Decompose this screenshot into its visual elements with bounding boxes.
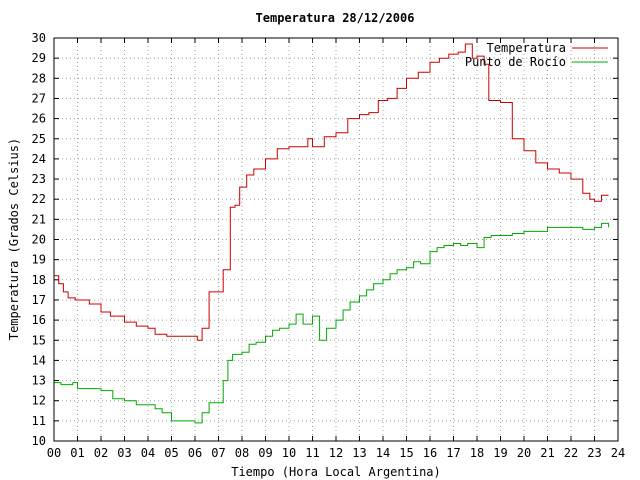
y-tick-label: 30 xyxy=(32,31,46,45)
y-tick-label: 20 xyxy=(32,233,46,247)
x-tick-label: 03 xyxy=(117,446,131,460)
x-tick-label: 04 xyxy=(141,446,155,460)
y-tick-label: 29 xyxy=(32,51,46,65)
y-tick-label: 19 xyxy=(32,253,46,267)
x-tick-label: 19 xyxy=(493,446,507,460)
y-tick-label: 11 xyxy=(32,414,46,428)
y-tick-label: 13 xyxy=(32,374,46,388)
y-tick-label: 17 xyxy=(32,293,46,307)
series-line-0 xyxy=(54,43,609,341)
x-tick-label: 09 xyxy=(258,446,272,460)
y-tick-label: 22 xyxy=(32,192,46,206)
x-tick-label: 12 xyxy=(329,446,343,460)
series-lines xyxy=(54,43,610,424)
x-tick-label: 02 xyxy=(94,446,108,460)
y-tick-label: 26 xyxy=(32,112,46,126)
y-tick-label: 25 xyxy=(32,132,46,146)
x-tick-label: 22 xyxy=(564,446,578,460)
y-tick-label: 12 xyxy=(32,394,46,408)
x-tick-label: 06 xyxy=(188,446,202,460)
x-tick-label: 11 xyxy=(305,446,319,460)
x-axis-ticks: 00 01 02 03 04 05 06 07 08 09 10 11 12 13 14 15 16 17 18 19… xyxy=(47,38,625,460)
legend-label-0: Temperatura xyxy=(487,41,566,55)
x-tick-label: 13 xyxy=(352,446,366,460)
y-axis-label: Temperatura (Grados Celsius) xyxy=(7,138,21,340)
chart-title: Temperatura 28/12/2006 xyxy=(256,11,415,25)
x-tick-label: 24 xyxy=(611,446,625,460)
y-axis-ticks: 10 11 12 13 14 15 16 17 18 19 20 21 22 23 24 25 26 27 28 29… xyxy=(32,31,618,448)
x-tick-label: 15 xyxy=(399,446,413,460)
x-tick-label: 18 xyxy=(470,446,484,460)
x-tick-label: 14 xyxy=(376,446,390,460)
x-axis-label: Tiempo (Hora Local Argentina) xyxy=(231,465,441,479)
plot-frame xyxy=(53,37,619,442)
y-tick-label: 28 xyxy=(32,71,46,85)
y-tick-label: 27 xyxy=(32,91,46,105)
x-tick-label: 07 xyxy=(211,446,225,460)
x-tick-label: 10 xyxy=(282,446,296,460)
y-tick-label: 18 xyxy=(32,273,46,287)
grid-lines xyxy=(54,38,618,441)
x-tick-label: 21 xyxy=(540,446,554,460)
x-tick-label: 05 xyxy=(164,446,178,460)
x-tick-label: 16 xyxy=(423,446,437,460)
legend-label-1: Punto de Rocío xyxy=(465,55,566,69)
y-tick-label: 24 xyxy=(32,152,46,166)
x-tick-label: 20 xyxy=(517,446,531,460)
series-line-1 xyxy=(54,222,610,424)
y-tick-label: 21 xyxy=(32,212,46,226)
x-tick-label: 01 xyxy=(70,446,84,460)
y-tick-label: 23 xyxy=(32,172,46,186)
x-tick-label: 00 xyxy=(47,446,61,460)
y-tick-label: 16 xyxy=(32,313,46,327)
y-tick-label: 10 xyxy=(32,434,46,448)
x-tick-label: 08 xyxy=(235,446,249,460)
y-tick-label: 15 xyxy=(32,333,46,347)
x-tick-label: 17 xyxy=(446,446,460,460)
x-tick-label: 23 xyxy=(587,446,601,460)
y-tick-label: 14 xyxy=(32,353,46,367)
